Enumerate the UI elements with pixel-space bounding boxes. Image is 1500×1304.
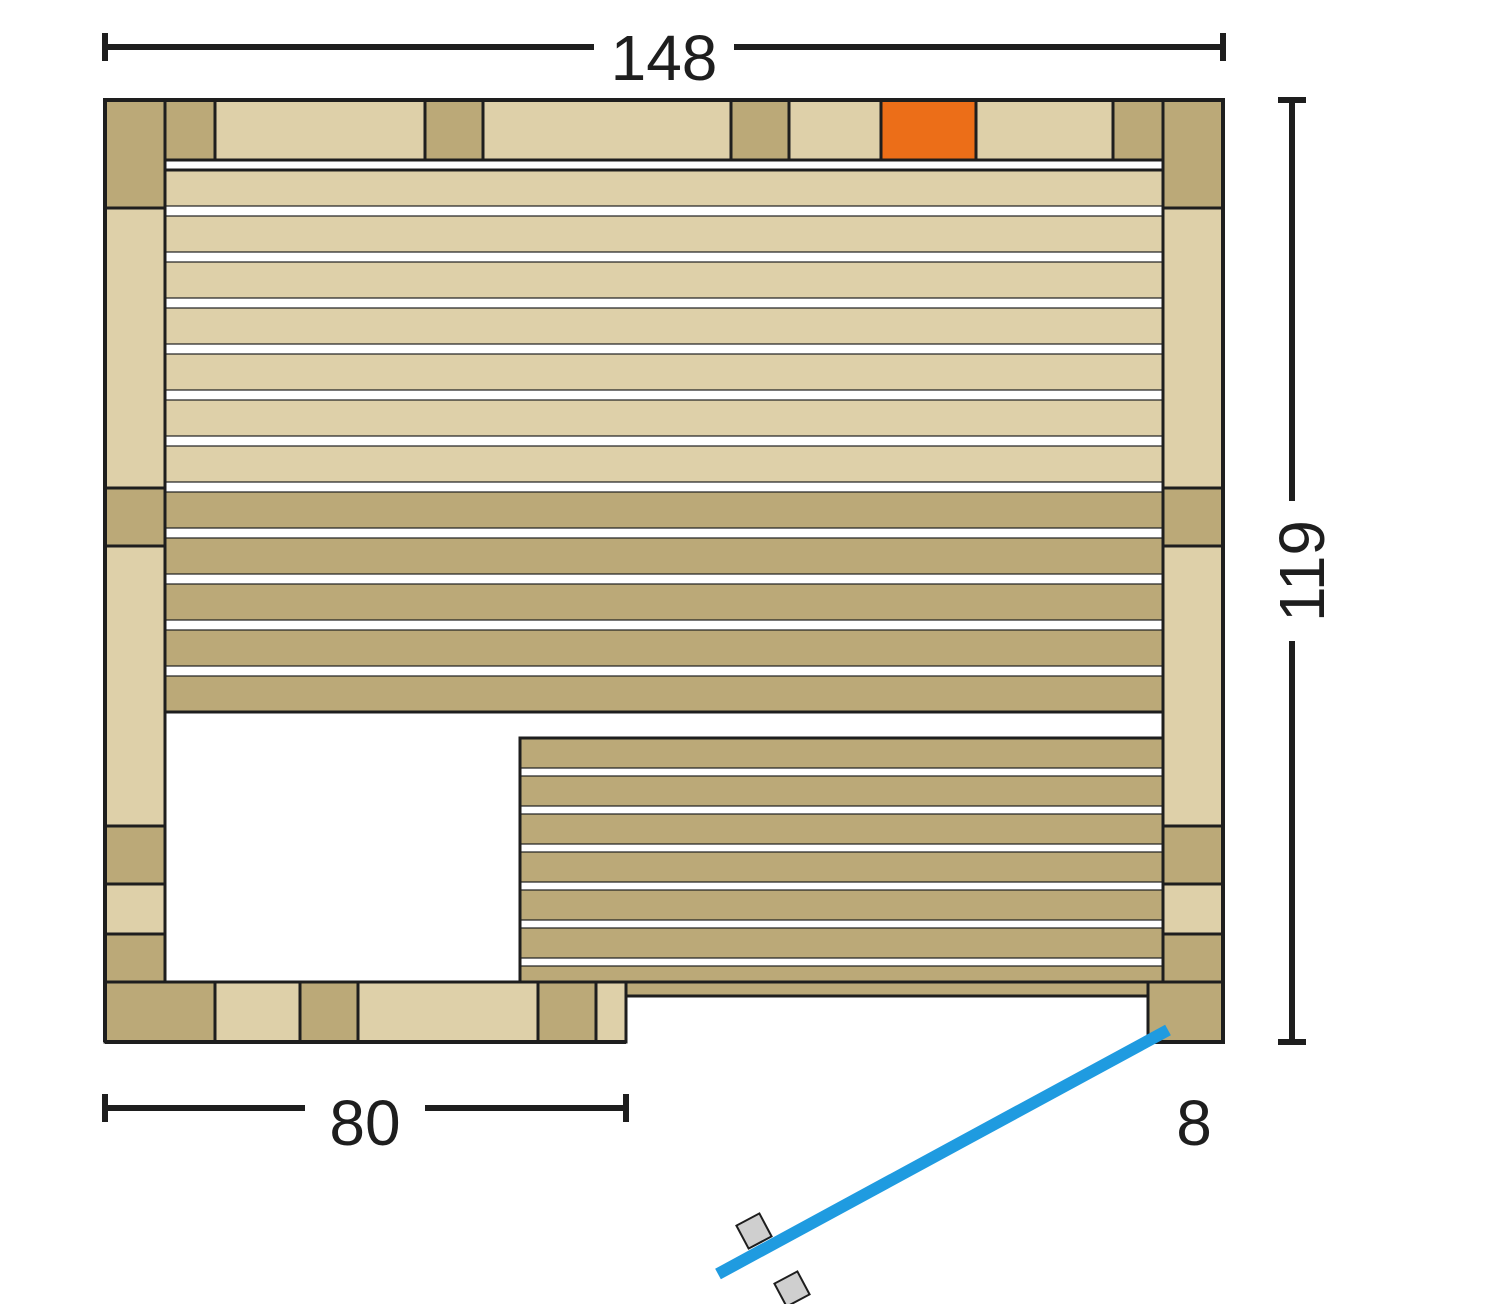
door-handle-square-1 xyxy=(774,1271,809,1304)
dim-right: 119 xyxy=(1266,520,1338,622)
dim-bottom-left: 80 xyxy=(329,1087,400,1159)
cabin-floorplan xyxy=(105,100,1223,1042)
bench-lower xyxy=(520,738,1163,996)
dim-bottom-right: 8 xyxy=(1176,1087,1212,1159)
door-swing xyxy=(718,1030,1168,1304)
dim-top: 148 xyxy=(611,22,718,94)
wall-left xyxy=(105,100,165,1042)
wall-right xyxy=(1163,100,1223,1042)
bench-upper xyxy=(165,170,1163,712)
wall-top xyxy=(105,100,1223,160)
